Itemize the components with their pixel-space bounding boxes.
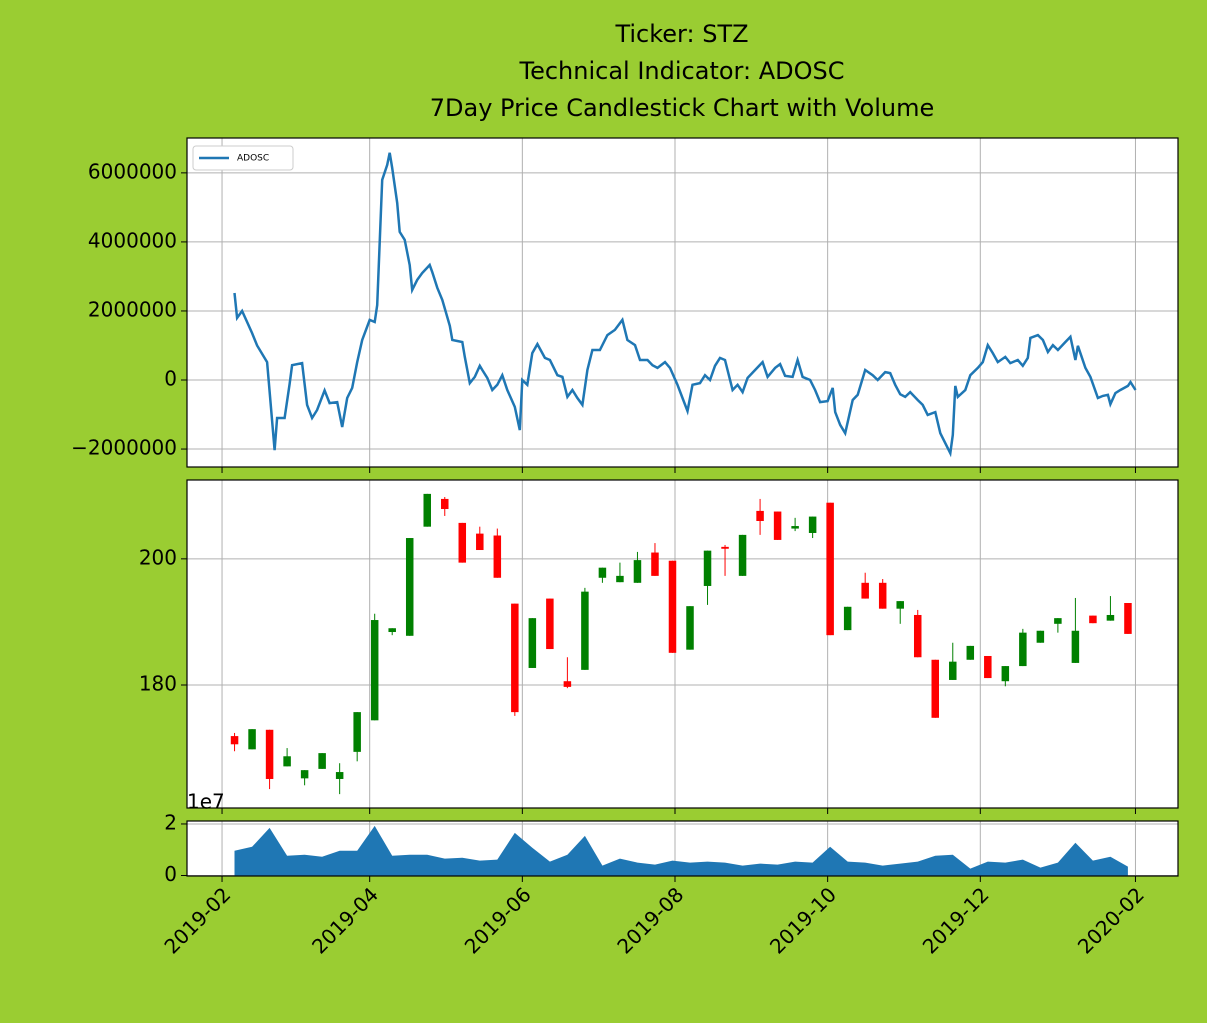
candle-body: [1124, 603, 1132, 634]
plot-frame: [186, 820, 1179, 877]
y-tick-label: 180: [139, 672, 177, 696]
candle-body: [1036, 630, 1045, 643]
candle-body: [581, 591, 589, 670]
candle-body: [265, 729, 274, 779]
candle-body: [984, 655, 992, 679]
candle-body: [826, 502, 834, 636]
y-tick-label: 0: [164, 367, 177, 391]
y-tick-label: 2000000: [88, 297, 177, 321]
candle-body: [756, 510, 764, 521]
candle-body: [335, 772, 344, 779]
candle-body: [738, 534, 747, 576]
candle-body: [878, 582, 887, 609]
plot-area: [187, 480, 1178, 808]
candle-body: [1019, 632, 1027, 667]
candle-body: [721, 546, 729, 549]
chart-title: Technical Indicator: ADOSC: [519, 57, 845, 85]
candle-body: [388, 628, 396, 633]
candle-body: [300, 770, 309, 779]
volume-area: [234, 825, 1128, 876]
y-tick-label: −2000000: [71, 436, 177, 460]
candle-body: [633, 560, 642, 583]
candle-body: [423, 493, 431, 527]
candle-body: [651, 552, 659, 576]
y-offset-label: 1e7: [187, 790, 225, 814]
candle-body: [1054, 618, 1062, 624]
y-tick-label: 4000000: [88, 228, 177, 252]
candle-body: [230, 736, 239, 745]
candle-body: [563, 681, 572, 687]
candle-body: [1089, 615, 1097, 624]
plot-frame: [186, 137, 1179, 468]
line-series: [233, 152, 1137, 458]
candle-body: [283, 756, 291, 767]
plot-content: [187, 138, 1178, 467]
candle-body: [1071, 630, 1080, 663]
candle-body: [896, 601, 904, 609]
y-tick-label: 200: [139, 545, 177, 569]
candle-body: [1106, 614, 1115, 621]
candle-body: [931, 659, 940, 718]
candle-body: [405, 538, 414, 636]
candle-body: [370, 620, 379, 721]
candle-body: [616, 575, 624, 583]
candle-body: [843, 606, 852, 631]
plot-area: [187, 138, 1178, 467]
candle-body: [703, 550, 712, 586]
candle-body: [966, 645, 975, 660]
candle-body: [791, 526, 799, 529]
candle-body: [773, 511, 782, 540]
legend-box: [192, 145, 294, 171]
candle-body: [546, 598, 554, 650]
plot-content: [187, 480, 1178, 808]
candle-body: [668, 560, 677, 653]
candle-body: [493, 535, 502, 578]
candle-body: [458, 522, 467, 563]
candle-body: [528, 618, 537, 668]
candle-body: [318, 753, 326, 769]
y-tick-label: 0: [164, 862, 177, 886]
y-tick-label: 2: [164, 810, 177, 834]
candle-body: [808, 516, 817, 533]
candle-body: [949, 661, 957, 680]
candle-body: [861, 582, 869, 599]
candle-body: [353, 712, 361, 752]
candle-body: [913, 614, 922, 658]
candle-body: [1001, 666, 1010, 682]
candle-body: [598, 567, 607, 578]
candle-body: [248, 729, 256, 750]
candle-body: [686, 606, 694, 650]
legend-label: ADOSC: [237, 154, 269, 164]
plot-frame: [186, 479, 1179, 809]
candle-body: [511, 603, 519, 713]
chart-title: Ticker: STZ: [614, 20, 748, 48]
y-tick-label: 6000000: [88, 159, 177, 183]
candle-body: [476, 533, 484, 551]
candle-body: [441, 498, 449, 510]
chart-title: 7Day Price Candlestick Chart with Volume: [430, 94, 935, 122]
